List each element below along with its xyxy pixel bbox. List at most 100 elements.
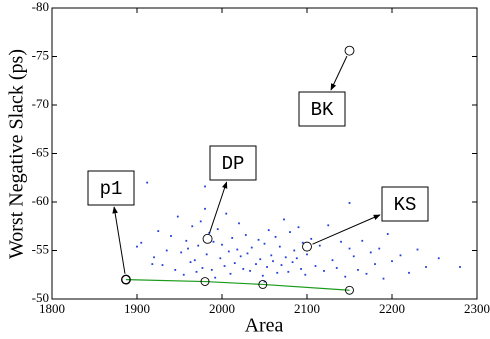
scatter-point — [242, 268, 245, 270]
annotation-label: BK — [311, 99, 334, 121]
scatter-point — [386, 233, 389, 235]
scatter-point — [250, 246, 253, 249]
scatter-point — [193, 259, 196, 262]
scatter-point — [270, 254, 273, 257]
x-axis-label: Area — [245, 315, 284, 337]
scatter-point — [416, 248, 419, 251]
scatter-point — [259, 258, 262, 261]
annotation-label: p1 — [100, 178, 123, 200]
x-tick-label: 2300 — [464, 301, 490, 316]
scatter-point — [331, 259, 334, 262]
scatter-point — [189, 261, 192, 264]
scatter-point — [146, 181, 149, 184]
scatter-point — [249, 269, 251, 272]
scatter-point — [293, 249, 296, 252]
scatter-point — [257, 238, 260, 241]
scatter-point — [219, 257, 222, 260]
scatter-point — [408, 271, 410, 274]
annotated-point — [120, 274, 131, 285]
y-tick-label: -60 — [32, 193, 49, 208]
annotation-box — [209, 145, 257, 181]
y-tick-label: -80 — [32, 0, 49, 14]
scatter-point — [204, 207, 206, 210]
scatter-point — [151, 263, 154, 265]
scatter-point — [272, 260, 274, 263]
scatter-point — [382, 277, 385, 280]
annotation-label: KS — [394, 194, 417, 216]
frontier-point — [121, 275, 131, 285]
scatter-point — [348, 247, 351, 250]
scatter-point — [291, 261, 294, 264]
x-tick-label: 1800 — [39, 301, 65, 316]
scatter-point — [187, 247, 189, 250]
scatter-point — [161, 264, 164, 266]
scatter-point — [374, 263, 376, 265]
x-tick-label: 2100 — [294, 301, 320, 316]
scatter-point — [348, 202, 351, 204]
scatter-point — [335, 267, 338, 269]
scatter-point — [301, 241, 304, 244]
scatter-point — [344, 275, 347, 278]
scatter-point — [283, 218, 285, 221]
scatter-point — [378, 247, 381, 250]
scatter-point — [295, 257, 298, 260]
annotated-point — [302, 241, 312, 252]
y-tick-label: -65 — [32, 144, 49, 159]
scatter-point — [399, 254, 402, 257]
scatter-point — [225, 212, 228, 215]
scatter-point — [204, 185, 206, 188]
scatter-point — [361, 239, 364, 242]
scatter-point — [276, 271, 279, 274]
scatter-point — [231, 236, 234, 239]
scatter-point — [210, 269, 213, 271]
scatter-point — [306, 253, 308, 256]
scatter-point — [216, 228, 219, 231]
scatter-point — [304, 273, 307, 276]
scatter-point — [236, 248, 239, 251]
scatter-point — [352, 255, 355, 258]
scatter-point — [246, 252, 249, 255]
scatter-point — [233, 262, 236, 265]
scatter-point — [266, 266, 268, 268]
annotation-box — [87, 170, 135, 206]
scatter-point — [261, 274, 264, 277]
scatter-point — [278, 245, 281, 248]
scatter-point — [255, 263, 257, 265]
scatter-point — [244, 234, 247, 236]
scatter-point — [323, 269, 325, 272]
annotation-arrow — [208, 181, 228, 234]
y-axis-label: Worst Negative Slack (ps) — [6, 49, 28, 259]
scatter-point — [274, 236, 277, 238]
x-tick-label: 1900 — [124, 301, 150, 316]
scatter-point — [238, 222, 240, 225]
scatter-point — [357, 269, 359, 271]
y-tick-label: -75 — [32, 47, 49, 62]
scatter-point — [340, 240, 342, 243]
frontier-point — [258, 280, 268, 289]
annotation-box — [381, 186, 429, 222]
annotation-arrow — [312, 214, 381, 245]
scatter-point — [297, 226, 300, 229]
scatter-point — [214, 276, 217, 279]
scatter-point — [201, 267, 204, 269]
scatter-point — [223, 265, 226, 267]
x-tick-label: 2000 — [209, 301, 235, 316]
plot-frame — [51, 7, 478, 300]
scatter-point — [199, 220, 202, 223]
scatter-point — [205, 253, 208, 256]
y-tick-label: -55 — [32, 241, 49, 256]
frontier-point — [345, 285, 354, 295]
scatter-point — [136, 245, 138, 248]
scatter-point — [263, 280, 266, 283]
scatter-point — [287, 270, 290, 273]
scatter-point — [327, 224, 330, 227]
x-tick-label: 2200 — [379, 301, 405, 316]
annotation-label: DP — [222, 153, 245, 175]
scatter-point — [170, 235, 172, 237]
scatter-point — [191, 225, 194, 228]
annotation-box — [298, 91, 346, 127]
scatter-point — [310, 237, 313, 240]
scatter-point — [365, 272, 368, 275]
scatter-point — [182, 273, 185, 276]
